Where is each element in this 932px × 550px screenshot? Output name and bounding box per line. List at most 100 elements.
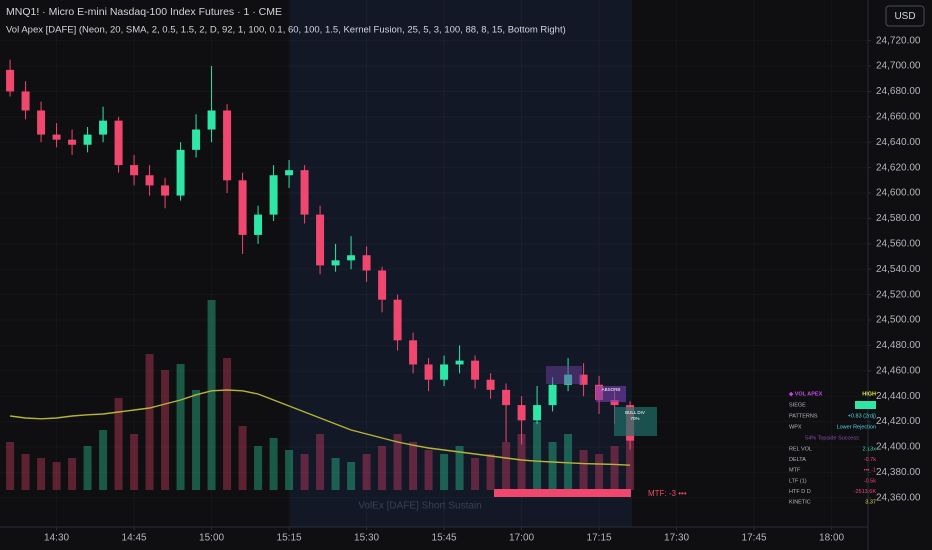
candle-body (145, 175, 154, 186)
candle-body (6, 69, 15, 92)
volume-bar (393, 434, 402, 490)
indicator-line: Vol Apex [DAFE] (Neon, 20, SMA, 2, 0.5, … (6, 25, 566, 36)
volume-bar (207, 300, 216, 490)
y-tick-label: 24,660.00 (876, 111, 921, 122)
volume-ma-line (10, 389, 631, 466)
currency-button[interactable] (885, 5, 925, 27)
candle-body (300, 170, 309, 215)
candle-body (52, 134, 61, 140)
panel-row-value: ••• -1 (864, 468, 876, 474)
candle-body (331, 260, 340, 266)
panel-row-label: MTF (789, 468, 801, 474)
y-tick-label: 24,600.00 (876, 188, 921, 199)
y-tick-label: 24,400.00 (876, 442, 921, 453)
currency-label[interactable]: USD (894, 11, 915, 22)
bull-div-box (614, 407, 657, 436)
panel-row-value: 3.37 (865, 499, 876, 505)
candle-body (68, 139, 77, 145)
volume-bar (176, 364, 185, 490)
volume-bar (471, 458, 480, 490)
x-tick-label: 15:15 (277, 533, 302, 544)
signal-box (546, 366, 582, 384)
absorb-label: ABSORB (602, 387, 621, 392)
volume-bar (6, 442, 15, 490)
candle-body (455, 360, 464, 365)
panel-row-label: WPX (789, 424, 802, 430)
panel-row-label: REL VOL (789, 446, 812, 452)
candle-body (238, 180, 247, 235)
candle-body (393, 299, 402, 341)
x-tick-label: 15:00 (199, 533, 224, 544)
volume-bar (362, 454, 371, 490)
panel-row-label: HTF D D (789, 489, 811, 495)
volume-bar (378, 446, 387, 490)
siege-bar (855, 401, 876, 409)
y-tick-label: 24,500.00 (876, 315, 921, 326)
candle-body (502, 389, 511, 406)
y-tick-label: 24,720.00 (876, 35, 921, 46)
y-tick-label: 24,380.00 (876, 467, 921, 478)
x-tick-label: 14:30 (44, 533, 69, 544)
candle-body (517, 405, 526, 421)
x-tick-label: 17:30 (664, 533, 689, 544)
symbol-line: MNQ1! · Micro E-mini Nasdaq-100 Index Fu… (6, 6, 282, 18)
y-tick-label: 24,520.00 (876, 289, 921, 300)
volume-bar (68, 458, 77, 490)
volume-bar (269, 438, 278, 490)
candle-body (424, 364, 433, 380)
bull-div-label: BULL DIV (625, 410, 645, 415)
volume-bar (285, 450, 294, 490)
y-tick-label: 24,420.00 (876, 416, 921, 427)
candle-body (409, 340, 418, 365)
y-tick-label: 24,580.00 (876, 213, 921, 224)
volume-bar (145, 354, 154, 490)
x-tick-label: 17:15 (587, 533, 612, 544)
y-tick-label: 24,620.00 (876, 162, 921, 173)
candle-body (486, 379, 495, 390)
session-shade (290, 0, 632, 527)
panel-row-label: PATTERNS (789, 413, 818, 419)
volume-bar (37, 458, 46, 490)
panel-row-value: -0.7k (864, 457, 876, 463)
y-tick-label: 24,700.00 (876, 61, 921, 72)
y-tick-label: 24,540.00 (876, 264, 921, 275)
candle-body (37, 110, 46, 135)
volume-bar (254, 446, 263, 490)
candle-body (161, 185, 170, 196)
candle-body (114, 120, 123, 166)
volume-bar (238, 426, 247, 490)
candle-body (533, 405, 542, 421)
volume-bar (347, 462, 356, 490)
panel-title: ◆ VOL APEX (788, 390, 823, 397)
panel-row-value: -2513.6K (854, 489, 877, 495)
volume-bar (161, 370, 170, 490)
candle-body (548, 384, 557, 406)
volume-bar (610, 446, 619, 490)
volume-bar (331, 458, 340, 490)
panel-row-value: +0.83 (2rdj) (848, 413, 876, 419)
panel-row-label: DELTA (789, 457, 806, 463)
candle-body (579, 374, 588, 385)
volume-bar (564, 434, 573, 490)
candle-body (21, 91, 30, 111)
bull-div-pct: 70% (630, 416, 639, 421)
x-tick-label: 17:45 (742, 533, 767, 544)
volume-bar (440, 454, 449, 490)
candle-body (378, 270, 387, 300)
absorb-box (596, 386, 626, 402)
candle-body (99, 120, 108, 135)
volume-bar (486, 454, 495, 490)
volume-bar (114, 398, 123, 490)
candle-body (254, 214, 263, 235)
volume-bar (316, 434, 325, 490)
candle-body (471, 360, 480, 380)
stats-panel: ◆ VOL APEX HIGH SIEGE 54% Topside Succes… (788, 390, 876, 505)
y-tick-label: 24,640.00 (876, 137, 921, 148)
panel-row-value: 2.13x (863, 446, 877, 452)
panel-row-label: KINETIC (789, 499, 811, 505)
volume-bar (455, 446, 464, 490)
y-tick-label: 24,480.00 (876, 340, 921, 351)
mtf-bar (494, 489, 631, 497)
panel-note: 54% Topside Success (805, 435, 859, 441)
